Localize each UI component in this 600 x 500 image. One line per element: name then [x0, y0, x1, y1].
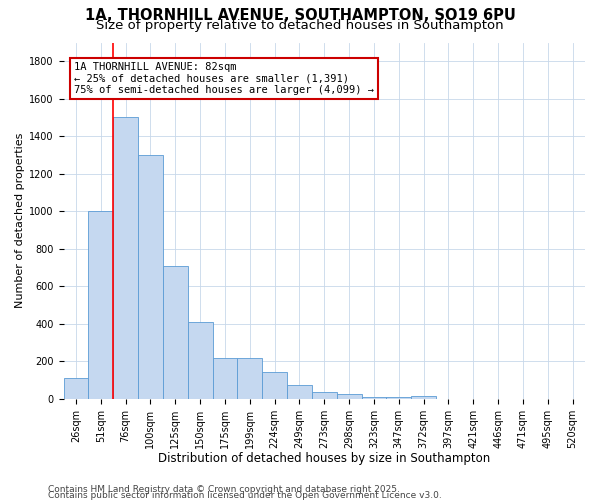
- Bar: [113, 118, 138, 398]
- Bar: [163, 266, 188, 398]
- X-axis label: Distribution of detached houses by size in Southampton: Distribution of detached houses by size …: [158, 452, 490, 465]
- Text: Contains HM Land Registry data © Crown copyright and database right 2025.: Contains HM Land Registry data © Crown c…: [48, 485, 400, 494]
- Text: 1A THORNHILL AVENUE: 82sqm
← 25% of detached houses are smaller (1,391)
75% of s: 1A THORNHILL AVENUE: 82sqm ← 25% of deta…: [74, 62, 374, 96]
- Bar: [411, 396, 436, 398]
- Bar: [88, 211, 113, 398]
- Y-axis label: Number of detached properties: Number of detached properties: [15, 133, 25, 308]
- Text: 1A, THORNHILL AVENUE, SOUTHAMPTON, SO19 6PU: 1A, THORNHILL AVENUE, SOUTHAMPTON, SO19 …: [85, 8, 515, 22]
- Bar: [64, 378, 88, 398]
- Bar: [386, 397, 411, 398]
- Bar: [188, 322, 212, 398]
- Text: Contains public sector information licensed under the Open Government Licence v3: Contains public sector information licen…: [48, 491, 442, 500]
- Bar: [238, 358, 262, 399]
- Text: Size of property relative to detached houses in Southampton: Size of property relative to detached ho…: [96, 19, 504, 32]
- Bar: [312, 392, 337, 398]
- Bar: [287, 384, 312, 398]
- Bar: [362, 397, 386, 398]
- Bar: [138, 155, 163, 398]
- Bar: [337, 394, 362, 398]
- Bar: [262, 372, 287, 398]
- Bar: [212, 358, 238, 399]
